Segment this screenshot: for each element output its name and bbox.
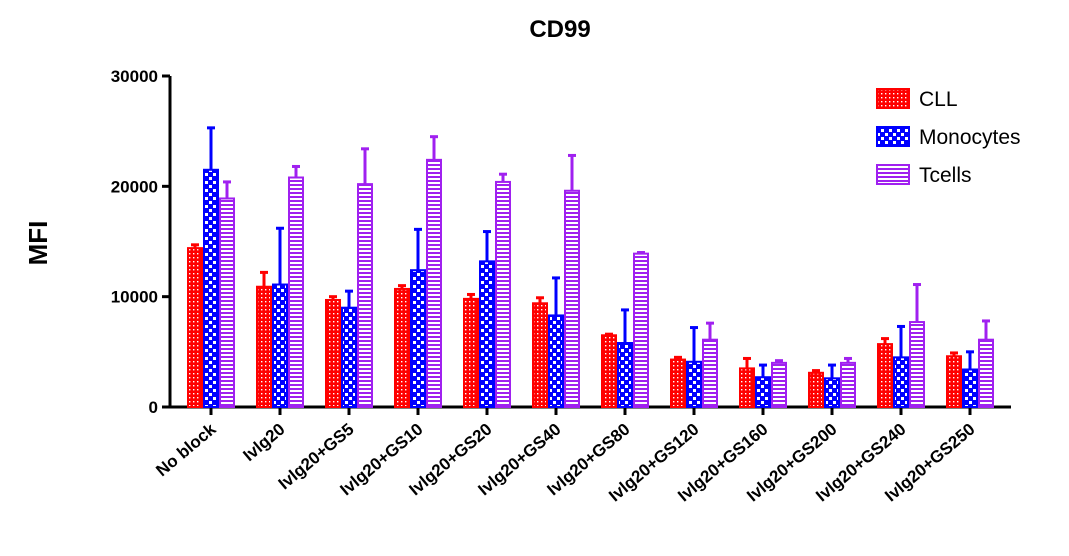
bar-monocytes-6: [617, 342, 633, 408]
bar-cll-4: [463, 297, 479, 408]
bar-monocytes-4: [479, 260, 495, 408]
bar-tcells-9: [840, 361, 856, 409]
y-tick-label: 0: [149, 398, 158, 417]
y-tick-label: 10000: [111, 288, 158, 307]
bar-tcells-0: [219, 197, 235, 408]
bar-monocytes-11: [962, 368, 978, 408]
bar-monocytes-1: [272, 283, 288, 408]
bar-cll-11: [946, 355, 962, 409]
bars: [187, 158, 994, 409]
legend-label-cll: CLL: [919, 88, 958, 111]
bar-tcells-3: [426, 158, 442, 408]
bar-cll-6: [601, 334, 617, 408]
axes: 0 10000 20000 30000: [111, 67, 1011, 417]
bar-monocytes-3: [410, 269, 426, 409]
bar-tcells-5: [564, 189, 580, 408]
bar-cll-0: [187, 247, 203, 408]
bar-tcells-10: [909, 321, 925, 408]
bar-cll-10: [877, 343, 893, 408]
legend-label-monocytes: Monocytes: [919, 126, 1021, 149]
bar-tcells-8: [771, 361, 787, 409]
bar-cll-2: [325, 298, 341, 408]
bar-cll-3: [394, 287, 410, 408]
bar-tcells-1: [288, 176, 304, 408]
chart-title: CD99: [529, 16, 590, 43]
bar-monocytes-2: [341, 306, 357, 409]
x-tick-label: Ivlg20: [239, 420, 288, 466]
bar-monocytes-10: [893, 356, 909, 409]
x-tick-label: No block: [152, 419, 220, 480]
error-bars: [191, 126, 990, 379]
bar-tcells-7: [702, 338, 718, 408]
bar-monocytes-9: [824, 377, 840, 408]
legend-swatch-tcells: [876, 164, 910, 185]
legend-label-tcells: Tcells: [919, 164, 972, 187]
y-tick-label: 30000: [111, 67, 158, 86]
bar-tcells-11: [978, 338, 994, 408]
bar-cll-5: [532, 302, 548, 408]
y-tick-label: 20000: [111, 177, 158, 196]
bar-monocytes-8: [755, 376, 771, 408]
legend-swatch-monocytes: [876, 126, 910, 147]
bar-cll-9: [808, 371, 824, 408]
x-tick-labels: No block Ivlg20Ivlg20+GS5Ivlg20+GS10Ivlg2…: [152, 419, 978, 505]
bar-cll-7: [670, 358, 686, 409]
bar-monocytes-5: [548, 314, 564, 409]
y-axis-label: MFI: [23, 221, 53, 266]
bar-tcells-2: [357, 183, 373, 408]
bar-tcells-4: [495, 180, 511, 408]
bar-monocytes-7: [686, 360, 702, 409]
bar-cll-8: [739, 367, 755, 408]
legend: CLL Monocytes Tcells: [876, 88, 1021, 187]
bar-tcells-6: [633, 252, 649, 408]
legend-swatch-cll: [876, 88, 910, 109]
bar-monocytes-0: [203, 168, 219, 408]
bar-cll-1: [256, 285, 272, 408]
